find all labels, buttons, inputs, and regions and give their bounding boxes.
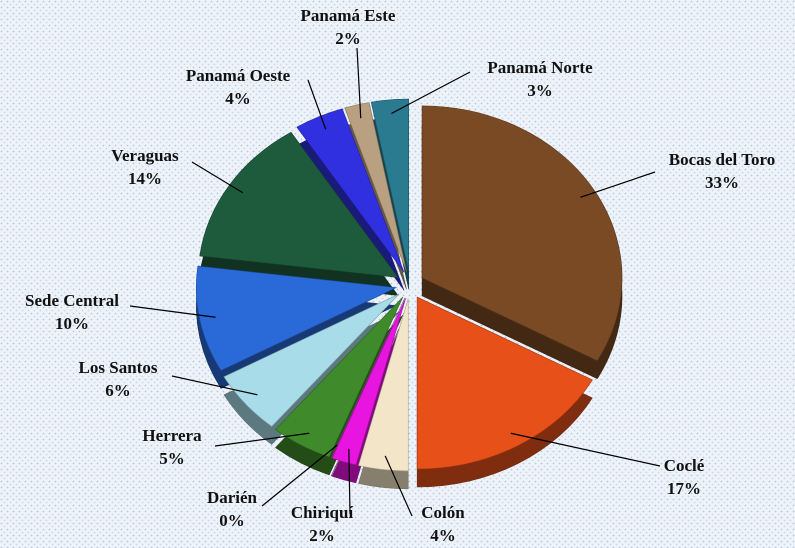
labels: Bocas del Toro 33% Coclé 17% Colón 4% Chiriquí… [25,6,775,545]
category-label: Sede Central [25,291,119,310]
leader-line [307,79,327,130]
category-label: Veraguas [111,146,179,165]
slice [358,298,409,472]
category-label: Bocas del Toro [669,150,775,169]
slice [330,297,406,459]
slice [344,102,407,272]
slice [370,98,409,272]
value-label: 5% [159,449,185,468]
leader-line [261,444,338,507]
value-label: 2% [309,526,335,545]
slice [199,131,399,278]
leader-line [384,455,413,517]
category-label: Coclé [664,456,705,475]
value-label: 17% [667,479,701,498]
value-label: 33% [705,173,739,192]
leader-line [348,448,351,515]
slices [195,98,623,472]
leader-line [391,71,471,115]
slice [331,298,406,466]
category-label: Panamá Oeste [186,66,291,85]
value-label: 6% [105,381,131,400]
value-label: 4% [430,526,456,545]
value-label: 3% [527,81,553,100]
value-label: 4% [225,89,251,108]
slice [223,293,400,427]
category-label: Herrera [142,426,202,445]
category-label: Panamá Norte [487,58,593,77]
category-label: Panamá Este [301,6,396,25]
category-label: Darién [207,488,258,507]
leader-line [510,432,661,467]
slice [274,296,404,458]
slice [421,105,623,362]
slice [296,108,405,273]
category-label: Colón [421,503,465,522]
slice [416,296,593,470]
category-label: Chiriquí [291,503,354,522]
category-label: Los Santos [79,358,158,377]
leader-line [580,171,656,198]
slice [195,265,398,371]
value-label: 0% [219,511,245,530]
leader-line [191,161,244,194]
value-label: 2% [335,29,361,48]
value-label: 10% [55,314,89,333]
value-label: 14% [128,169,162,188]
leader-line [171,375,258,396]
leader-line [214,432,310,447]
leader-line [129,305,216,318]
leader-line [356,47,362,119]
